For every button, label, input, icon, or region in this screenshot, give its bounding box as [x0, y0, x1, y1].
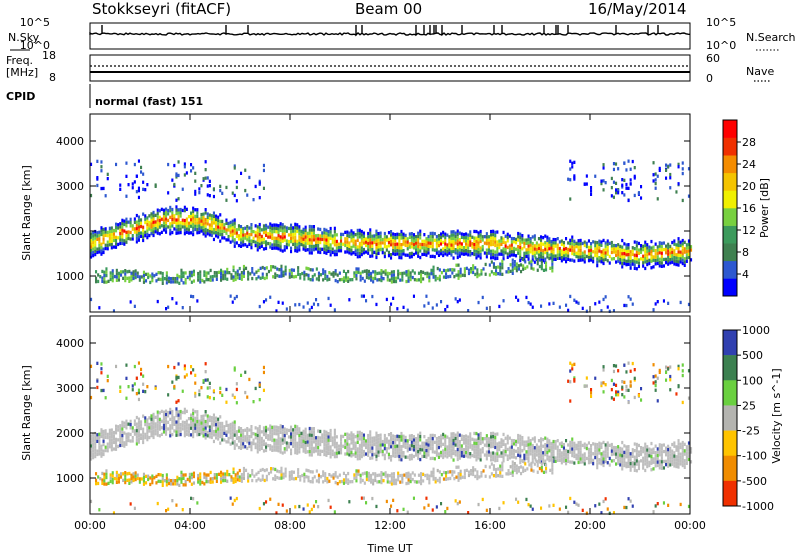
- velocity-colorbar-tick-label: 500: [742, 349, 763, 362]
- velocity-colorbar-swatch: [723, 430, 737, 457]
- cpid-label: CPID: [6, 90, 35, 103]
- y-tick-label: 2000: [56, 427, 84, 440]
- power-colorbar-tick-label: 4: [742, 268, 749, 281]
- nsky-tick-bottom: 10^0: [20, 39, 50, 52]
- nsearch-tick-top: 10^5: [706, 16, 736, 29]
- nsearch-label: N.Search: [746, 31, 796, 44]
- velocity-colorbar-tick-label: -500: [742, 475, 767, 488]
- nsearch-tick-bottom: 10^0: [706, 39, 736, 52]
- nsky-frame: [89, 22, 691, 50]
- nsky-panel: 10^5 10^0 N.Sky 10^5 10^0 N.Search: [8, 16, 796, 52]
- nave-tick-bottom: 0: [706, 72, 713, 85]
- power-colorbar-swatch: [723, 225, 737, 244]
- y-tick-label: 4000: [56, 337, 84, 350]
- cpid-mode: normal (fast) 151: [95, 95, 203, 108]
- velocity-colorbar-ticks: 1000 500 100 25 -25 -100 -500 -1000: [737, 324, 774, 513]
- power-colorbar-swatch: [723, 190, 737, 209]
- time-xlabel: Time UT: [366, 542, 412, 554]
- freq-label-line2: [MHz]: [6, 66, 38, 79]
- y-tick-label: 3000: [56, 382, 84, 395]
- velocity-colorbar-tick-label: 25: [742, 399, 756, 412]
- power-ylabel: Slant Range [km]: [20, 165, 33, 261]
- power-colorbar-tick-label: 8: [742, 246, 749, 259]
- velocity-colorbar-tick-label: -25: [742, 425, 760, 438]
- velocity-colorbar-tick-label: -100: [742, 450, 767, 463]
- freq-frame: [89, 54, 691, 82]
- velocity-colorbar-swatch: [723, 480, 737, 507]
- y-tick-label: 2000: [56, 225, 84, 238]
- power-colorbar: 4 8 12 16 20 24 28 Power [dB]: [722, 119, 771, 297]
- x-tick-label: 00:00: [674, 519, 706, 532]
- power-colorbar-swatch: [723, 155, 737, 174]
- velocity-ylabel: Slant Range [km]: [20, 365, 33, 461]
- power-colorbar-tick-label: 28: [742, 136, 756, 149]
- power-colorbar-swatch: [723, 260, 737, 279]
- power-scatter-layer: [90, 159, 693, 313]
- y-tick-label: 1000: [56, 270, 84, 283]
- y-tick-label: 1000: [56, 472, 84, 485]
- freq-panel: 18 8 Freq. [MHz] 60 0 Nave: [6, 49, 774, 85]
- power-colorbar-tick-label: 20: [742, 180, 756, 193]
- power-colorbar-tick-label: 12: [742, 224, 756, 237]
- power-y-ticks: 1000 2000 3000 4000: [56, 135, 690, 283]
- velocity-colorbar-label: Velocity [m s^-1]: [770, 368, 783, 463]
- velocity-colorbar-tick-label: 1000: [742, 324, 770, 337]
- velocity-colorbar-swatch: [723, 405, 737, 431]
- nsky-label: N.Sky: [8, 31, 40, 44]
- nave-tick-top: 60: [706, 52, 720, 65]
- power-colorbar-swatch: [723, 120, 737, 138]
- velocity-colorbar: 1000 500 100 25 -25 -100 -500 -1000 Velocity [m…: [722, 324, 783, 513]
- velocity-scatter-layer: [90, 361, 693, 515]
- velocity-colorbar-tick-label: 100: [742, 374, 763, 387]
- freq-tick-top: 18: [42, 49, 56, 62]
- velocity-colorbar-frame: [722, 329, 738, 507]
- velocity-colorbar-tick-label: -1000: [742, 500, 774, 513]
- x-tick-label: 04:00: [174, 519, 206, 532]
- freq-label-line1: Freq.: [6, 54, 33, 67]
- velocity-colorbar-swatch: [723, 380, 737, 406]
- velocity-colorbar-swatches: [723, 330, 737, 507]
- power-colorbar-swatch: [723, 172, 737, 191]
- y-tick-label: 3000: [56, 180, 84, 193]
- power-colorbar-ticks: 4 8 12 16 20 24 28: [737, 136, 756, 281]
- nave-label: Nave: [746, 65, 774, 78]
- power-colorbar-swatches: [723, 120, 737, 297]
- power-colorbar-swatch: [723, 208, 737, 226]
- beam-title: Beam 00: [355, 0, 422, 18]
- date-title: 16/May/2014: [588, 0, 686, 18]
- velocity-colorbar-swatch: [723, 355, 737, 381]
- power-colorbar-tick-label: 24: [742, 158, 756, 171]
- nsky-tick-top: 10^5: [20, 16, 50, 29]
- x-tick-label: 00:00: [74, 519, 106, 532]
- power-colorbar-swatch: [723, 243, 737, 262]
- station-title: Stokkseyri (fitACF): [92, 0, 231, 18]
- power-colorbar-label: Power [dB]: [758, 178, 771, 238]
- x-tick-label: 16:00: [474, 519, 506, 532]
- freq-tick-bottom: 8: [49, 71, 56, 84]
- x-tick-label: 20:00: [574, 519, 606, 532]
- power-colorbar-swatch: [723, 137, 737, 156]
- power-panel: 1000 2000 3000 4000 Slant Range [km]: [20, 113, 693, 313]
- velocity-colorbar-swatch: [723, 330, 737, 356]
- nsky-trace: [89, 25, 691, 37]
- velocity-y-ticks: 1000 2000 3000 4000: [56, 337, 690, 485]
- velocity-colorbar-swatch: [723, 455, 737, 482]
- x-tick-label: 08:00: [274, 519, 306, 532]
- x-tick-label: 12:00: [374, 519, 406, 532]
- y-tick-label: 4000: [56, 135, 84, 148]
- power-colorbar-swatch: [723, 278, 737, 297]
- velocity-panel: 1000 2000 3000 4000 00:00 04:00 08:00 12:00 16:…: [20, 114, 706, 554]
- time-x-ticks: 00:00 04:00 08:00 12:00 16:00 20:00 00:00: [74, 114, 706, 532]
- power-colorbar-tick-label: 16: [742, 202, 756, 215]
